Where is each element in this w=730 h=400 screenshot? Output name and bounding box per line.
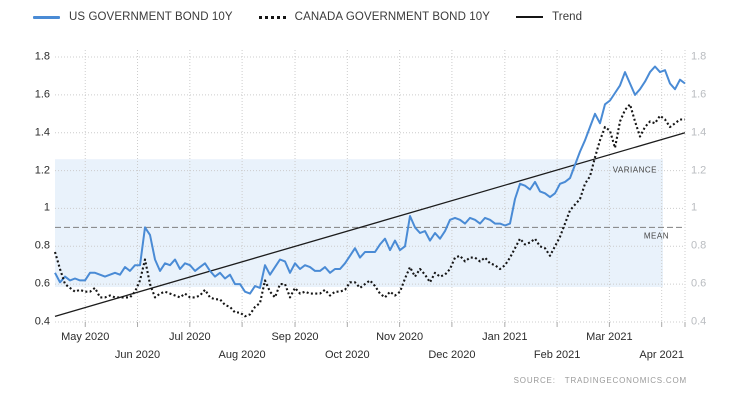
x-axis-tick-label: May 2020: [61, 331, 110, 343]
y-axis-tick-label-left: 0.4: [34, 315, 50, 328]
source-credit: SOURCE: TRADINGECONOMICS.COM: [508, 376, 687, 385]
x-axis-tick-label: Nov 2020: [376, 331, 424, 343]
y-axis-tick-label-right: 1.4: [691, 126, 707, 139]
x-axis-tick-label: Feb 2021: [533, 349, 581, 361]
x-axis-tick-label: Apr 2021: [639, 349, 685, 361]
y-axis-tick-label-right: 1.6: [691, 88, 707, 101]
y-axis-tick-label-left: 1.8: [34, 50, 50, 63]
variance-band: [55, 159, 663, 287]
x-axis-tick-label: Jun 2020: [114, 349, 161, 361]
legend-item-us-bond[interactable]: US GOVERNMENT BOND 10Y: [33, 11, 233, 23]
x-axis-tick-label: Aug 2020: [218, 349, 266, 361]
x-axis-tick-label: Dec 2020: [428, 349, 476, 361]
trend-line: [54, 132, 686, 317]
y-axis-tick-label-left: 0.8: [34, 239, 50, 252]
source-name: TRADINGECONOMICS.COM: [564, 376, 687, 385]
y-axis-tick-label-right: 0.4: [691, 315, 707, 328]
y-axis-tick-label-right: 0.8: [691, 239, 707, 252]
legend-item-canada-bond[interactable]: CANADA GOVERNMENT BOND 10Y: [258, 11, 491, 23]
y-axis-tick-label-left: 0.6: [34, 277, 50, 290]
y-axis-tick-label-right: 1.8: [691, 50, 707, 63]
x-axis-tick-label: Oct 2020: [324, 349, 370, 361]
us-line-swatch-icon: [33, 15, 60, 19]
legend-label-us: US GOVERNMENT BOND 10Y: [69, 11, 233, 23]
y-axis-tick-label-right: 1.2: [691, 164, 707, 177]
source-prefix: SOURCE:: [513, 376, 556, 385]
canada-line-swatch-icon: [258, 15, 286, 19]
legend: US GOVERNMENT BOND 10Y CANADA GOVERNMENT…: [33, 11, 582, 23]
x-axis-tick-label: Jul 2020: [169, 331, 211, 343]
x-axis-tick-label: Jan 2021: [482, 331, 528, 343]
y-axis-tick-label-left: 1.6: [34, 88, 50, 101]
y-axis-tick-label-right: 0.6: [691, 277, 707, 290]
trend-line-swatch-icon: [516, 16, 544, 18]
canada-bond-series-line: [53, 103, 685, 318]
x-axis-tick-label: Mar 2021: [586, 331, 633, 343]
mean-label: MEAN: [643, 231, 669, 241]
x-axis-tick-label: Sep 2020: [271, 331, 319, 343]
us-bond-series-line: [54, 65, 686, 295]
legend-label-trend: Trend: [552, 11, 583, 23]
y-axis-tick-label-left: 1: [43, 201, 50, 214]
y-axis-tick-label-left: 1.4: [34, 126, 50, 139]
legend-item-trend[interactable]: Trend: [516, 11, 582, 23]
legend-label-canada: CANADA GOVERNMENT BOND 10Y: [294, 11, 491, 23]
y-axis-tick-label-left: 1.2: [34, 164, 50, 177]
variance-label: VARIANCE: [612, 165, 657, 175]
y-axis-tick-label-right: 1: [691, 201, 698, 214]
